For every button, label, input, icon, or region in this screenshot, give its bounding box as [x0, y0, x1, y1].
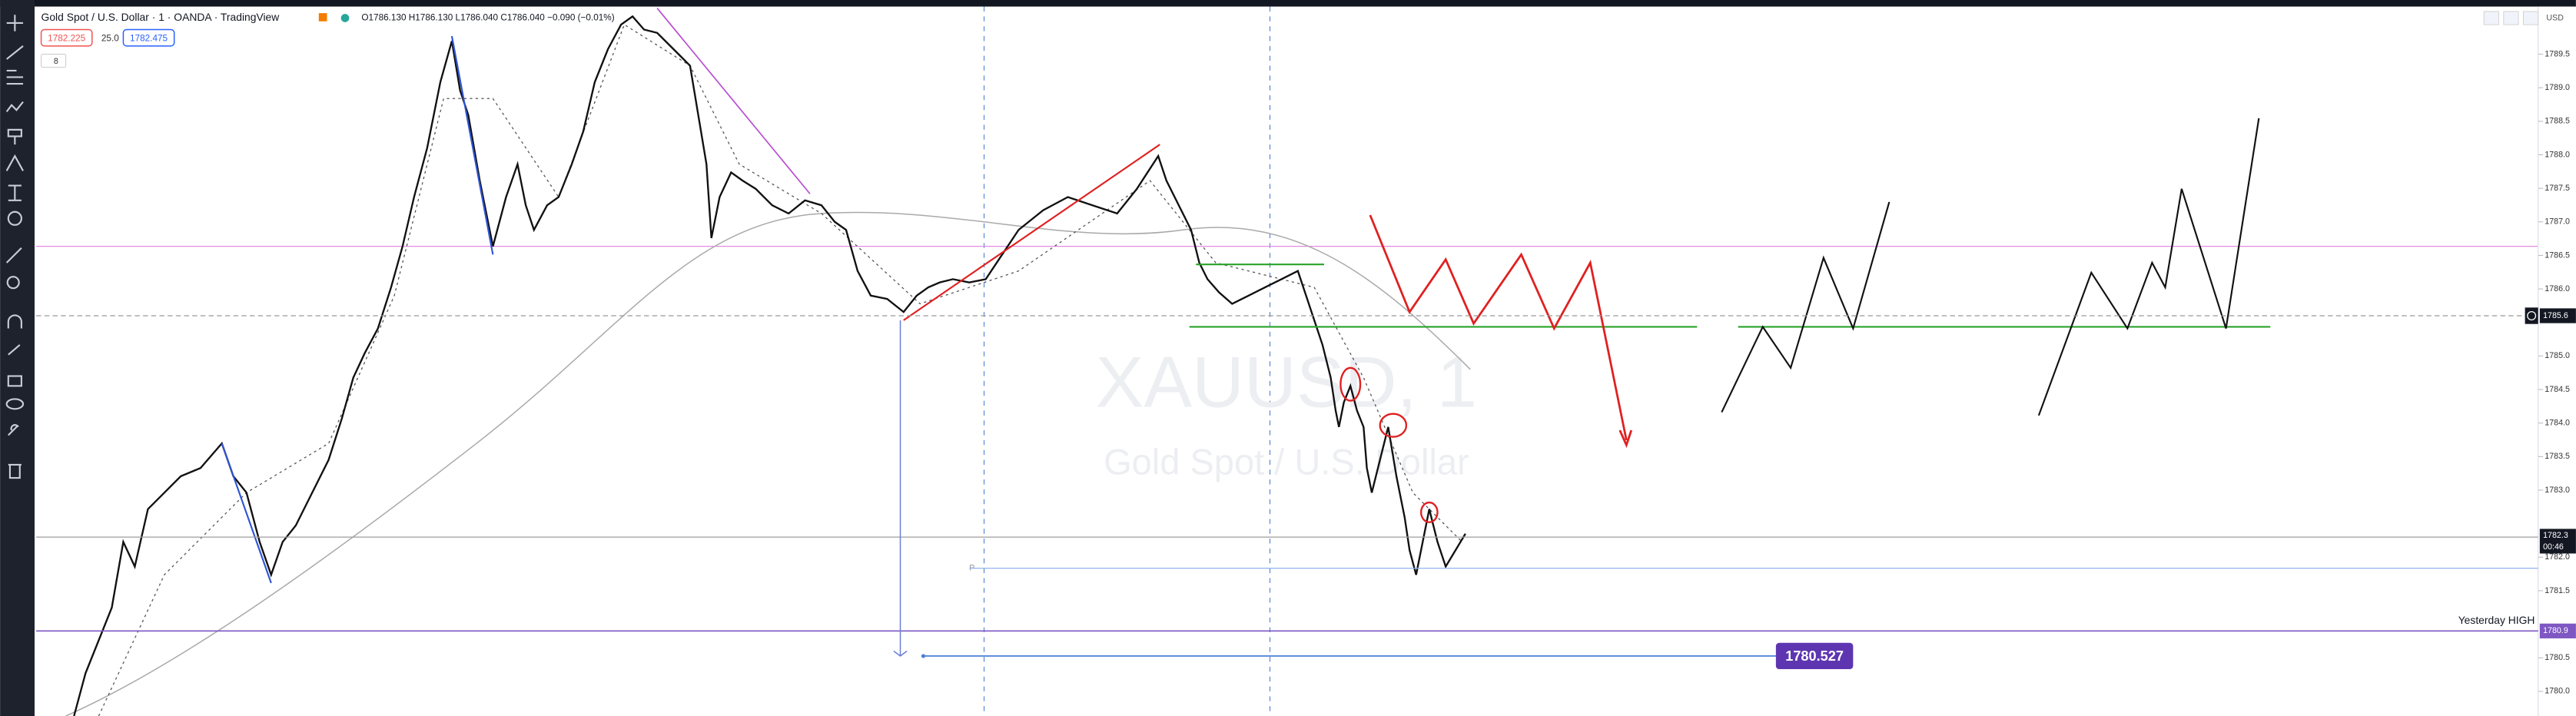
buy-button[interactable] [122, 28, 175, 47]
watermark-symbol: XAUUSD, 1 [1096, 341, 1478, 422]
moving-average [65, 211, 1471, 716]
tick-label: 1781.5 [2544, 586, 2570, 595]
projection-tool[interactable] [5, 154, 24, 171]
button[interactable] [2483, 11, 2499, 25]
tick-label: 1786.0 [2544, 284, 2570, 293]
window-controls [2483, 11, 2539, 25]
lock-tool[interactable] [7, 375, 22, 387]
zoom-tool[interactable] [6, 276, 20, 290]
last-price-tag [2539, 529, 2576, 554]
tick-label: 1783.5 [2544, 452, 2570, 461]
pattern-tool[interactable] [5, 101, 24, 112]
sell-price: 1782.225 [48, 33, 85, 43]
button[interactable] [2523, 11, 2539, 25]
status-dot [340, 14, 350, 22]
alert-price-tag [2539, 308, 2576, 323]
yesterday-high-price: 1780.9 [2543, 626, 2568, 635]
tick-label: 1785.0 [2544, 351, 2570, 360]
measure-label: 1780.527 [1785, 648, 1844, 664]
measure-arrow [893, 650, 908, 657]
alert-icon [2527, 311, 2537, 320]
brush-tool[interactable] [7, 128, 22, 145]
tick-label: 1780.5 [2544, 653, 2570, 662]
tick-label: 1789.0 [2544, 83, 2570, 92]
tick-label: 1787.0 [2544, 217, 2570, 227]
drawing-mode-tool[interactable] [8, 344, 21, 356]
fib-tool[interactable] [6, 69, 24, 85]
trash-tool[interactable] [8, 463, 22, 479]
button[interactable] [2503, 11, 2519, 25]
tick-label: 1780.0 [2544, 687, 2570, 696]
trendline-tool[interactable] [5, 45, 24, 60]
visibility-tool[interactable] [5, 398, 25, 410]
tick-label: 1788.0 [2544, 150, 2570, 159]
tick-label: 1786.5 [2544, 250, 2570, 260]
ruler-tool[interactable] [5, 247, 22, 264]
currency: USD [2546, 13, 2564, 22]
title: Gold Spot / U.S. Dollar · 1 · OANDA · Tr… [41, 11, 281, 23]
link-tool[interactable] [8, 424, 19, 436]
text-tool[interactable] [8, 184, 22, 201]
spread: 25.0 [101, 33, 119, 43]
flag [318, 13, 327, 22]
tick-label: 1789.5 [2544, 49, 2570, 58]
ohlc: O1786.130 H1786.130 L1786.040 C1786.040 … [361, 13, 614, 23]
indicator-toggle[interactable] [41, 54, 67, 68]
icon-tool[interactable] [7, 210, 22, 226]
buy-price: 1782.475 [130, 33, 168, 43]
measure-tag [1775, 642, 1854, 669]
tick-label: 1783.0 [2544, 486, 2570, 495]
sell-button[interactable] [40, 28, 93, 47]
tick-label: 1784.0 [2544, 419, 2570, 428]
yesterday-high-tag [2539, 623, 2576, 638]
last-price: 1782.3 [2543, 531, 2568, 540]
dynamic-layer: 1789.5 1789.0 1788.5 1788.0 1787.5 1787.0 1786… [36, 49, 2576, 696]
moving-average-dotted [98, 24, 1463, 716]
magnet-tool[interactable] [7, 314, 22, 329]
tick-label: 1782.0 [2544, 552, 2570, 562]
tick-label: 1784.5 [2544, 385, 2570, 394]
price-line [73, 15, 1466, 716]
yesterday-high-label: Yesterday HIGH [2458, 614, 2535, 626]
top-bar [0, 0, 2576, 7]
indicator-count: 8 [54, 57, 58, 66]
tick-label: 1787.5 [2544, 184, 2570, 193]
measure-dot [921, 654, 926, 658]
left-toolbar [0, 0, 35, 716]
alert-price: 1785.6 [2543, 311, 2568, 320]
price-axis [2538, 6, 2576, 716]
watermark-name: Gold Spot / U.S. Dollar [1104, 441, 1469, 482]
crosshair-tool[interactable] [6, 15, 24, 31]
drawings: P [221, 8, 2271, 584]
tick-label: 1788.5 [2544, 117, 2570, 126]
alert-tag [2525, 307, 2538, 324]
countdown: 00:46 [2543, 542, 2564, 552]
